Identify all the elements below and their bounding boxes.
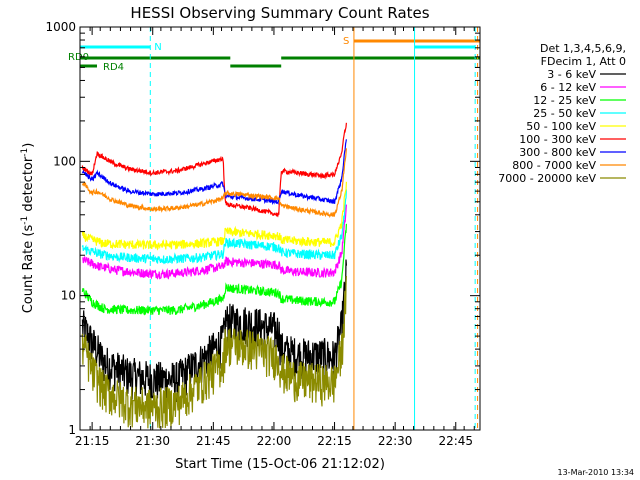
series-line-2 [81,223,347,316]
x-tick-label-2: 21:45 [196,434,231,448]
flag-band-0-0 [80,56,231,60]
legend-label-5: 100 - 300 keV [519,133,596,146]
legend-label-8: 7000 - 20000 keV [498,172,596,185]
instrument-flag-bands: RD0 RD4 N S [68,36,480,73]
series-line-7 [81,148,347,218]
x-tick-label-1: 21:30 [135,434,170,448]
flag-band-4-0 [353,39,480,43]
series-line-8 [81,275,347,429]
chart-title: HESSI Observing Summary Count Rates [130,4,429,22]
x-axis-label: Start Time (15-Oct-06 21:12:02) [175,457,385,472]
legend-title-2: FDecim 1, Att 0 [541,55,626,68]
x-tick-label-5: 22:30 [378,434,413,448]
x-tick-label-0: 21:15 [75,434,110,448]
y-tick-label-2: 100 [53,154,76,168]
axis-ticks: 21:15 21:30 21:45 22:00 22:15 22:30 22:45 1 10 10… [45,20,480,448]
x-tick-label-6: 22:45 [438,434,473,448]
flag-band-1-0 [230,64,282,68]
legend-label-0: 3 - 6 keV [547,68,596,81]
series-line-1 [82,204,347,280]
x-tick-label-4: 22:15 [317,434,352,448]
flag-band-0-1 [281,56,480,60]
flag-label-saa: S [343,36,349,47]
flag-band-3-1 [414,45,476,49]
flag-label-rd0: RD0 [68,52,89,63]
footer-date: 13-Mar-2010 13:34 [558,468,635,477]
legend-label-2: 12 - 25 keV [533,94,596,107]
series-line-6 [81,139,347,205]
flag-label-rd4: RD4 [103,62,124,73]
series-line-5 [81,122,347,218]
legend-label-3: 25 - 50 keV [533,107,596,120]
flag-label-night: N [154,42,161,53]
series-line-4 [81,181,347,251]
flag-band-2-0 [80,64,97,68]
data-series [81,122,347,429]
x-tick-label-3: 22:00 [257,434,292,448]
y-tick-label-0: 1 [68,423,76,437]
y-tick-label-1: 10 [61,289,76,303]
legend-label-6: 300 - 800 keV [519,146,596,159]
y-axis-label: Count Rate (s-1 detector-1) [20,143,36,314]
plot-frame [79,26,481,431]
y-tick-label-3: 1000 [45,20,76,34]
legend-title-1: Det 1,3,4,5,6,9, [540,42,626,55]
flag-band-3-0 [80,45,151,49]
series-line-3 [81,189,347,265]
legend-label-7: 800 - 7000 keV [512,159,596,172]
legend-label-4: 50 - 100 keV [526,120,596,133]
legend: Det 1,3,4,5,6,9,FDecim 1, Att 03 - 6 keV… [498,42,626,185]
legend-label-1: 6 - 12 keV [540,81,596,94]
